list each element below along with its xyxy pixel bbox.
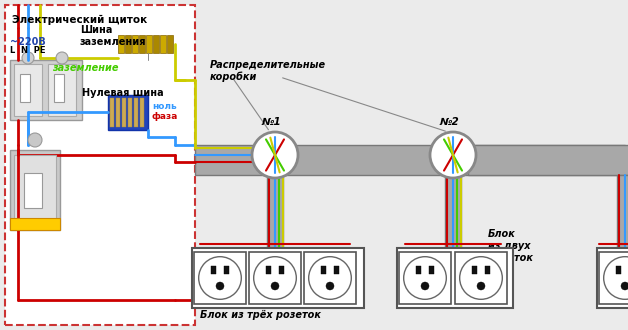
Bar [153,35,159,53]
Circle shape [421,282,429,290]
Bar [334,266,339,274]
Bar [132,35,138,53]
Bar [167,35,173,53]
Text: ~220В: ~220В [10,37,46,47]
Circle shape [430,132,476,178]
Bar [24,173,42,208]
Bar [134,98,138,127]
Bar [599,252,628,304]
Bar [116,98,120,127]
Text: Электрический щиток: Электрический щиток [12,15,147,25]
Bar [249,252,301,304]
Circle shape [28,133,42,147]
Text: L  N  PE: L N PE [10,46,45,55]
Bar [429,266,434,274]
Bar [5,5,195,325]
Circle shape [326,282,334,290]
Text: заземление: заземление [52,63,119,73]
Bar [20,74,30,102]
Bar [160,35,166,53]
Bar [445,175,461,300]
Bar [616,266,621,274]
Bar [468,145,628,175]
Text: Шина
заземления: Шина заземления [80,25,146,47]
Bar [10,150,60,230]
Bar [485,266,490,274]
Bar [139,35,145,53]
Bar [10,218,60,230]
Bar [118,35,124,53]
Bar [455,252,507,304]
Circle shape [22,52,34,64]
Circle shape [216,282,224,290]
Bar [267,175,283,300]
Bar [399,252,451,304]
Bar [108,95,148,130]
Bar [194,252,246,304]
Circle shape [252,132,298,178]
Bar [266,266,271,274]
Bar [48,64,76,116]
Bar [304,252,356,304]
Text: Нулевая шина: Нулевая шина [82,88,164,98]
Circle shape [477,282,485,290]
Bar [617,175,628,300]
Bar [321,266,326,274]
Bar [224,266,229,274]
Text: Распределительные
коробки: Распределительные коробки [210,60,326,82]
Bar [195,145,625,175]
Text: фаза: фаза [152,112,178,121]
Bar [192,248,364,308]
Bar [146,35,152,53]
Circle shape [271,282,279,290]
Bar [211,266,216,274]
Text: Блок
из двух
розеток: Блок из двух розеток [488,229,533,263]
Bar [14,155,56,220]
Bar [128,98,132,127]
Bar [14,64,42,116]
Bar [125,35,131,53]
Bar [122,98,126,127]
Bar [10,60,82,120]
Circle shape [621,282,628,290]
Bar [110,98,114,127]
Bar [54,74,64,102]
Bar [140,98,144,127]
Bar [397,248,513,308]
Bar [597,248,628,308]
Bar [279,266,284,274]
Circle shape [56,52,68,64]
Text: №2: №2 [439,117,458,127]
Text: №1: №1 [261,117,281,127]
Bar [472,266,477,274]
Text: Блок из трёх розеток: Блок из трёх розеток [200,310,321,320]
Bar [416,266,421,274]
Text: ноль: ноль [152,102,176,111]
